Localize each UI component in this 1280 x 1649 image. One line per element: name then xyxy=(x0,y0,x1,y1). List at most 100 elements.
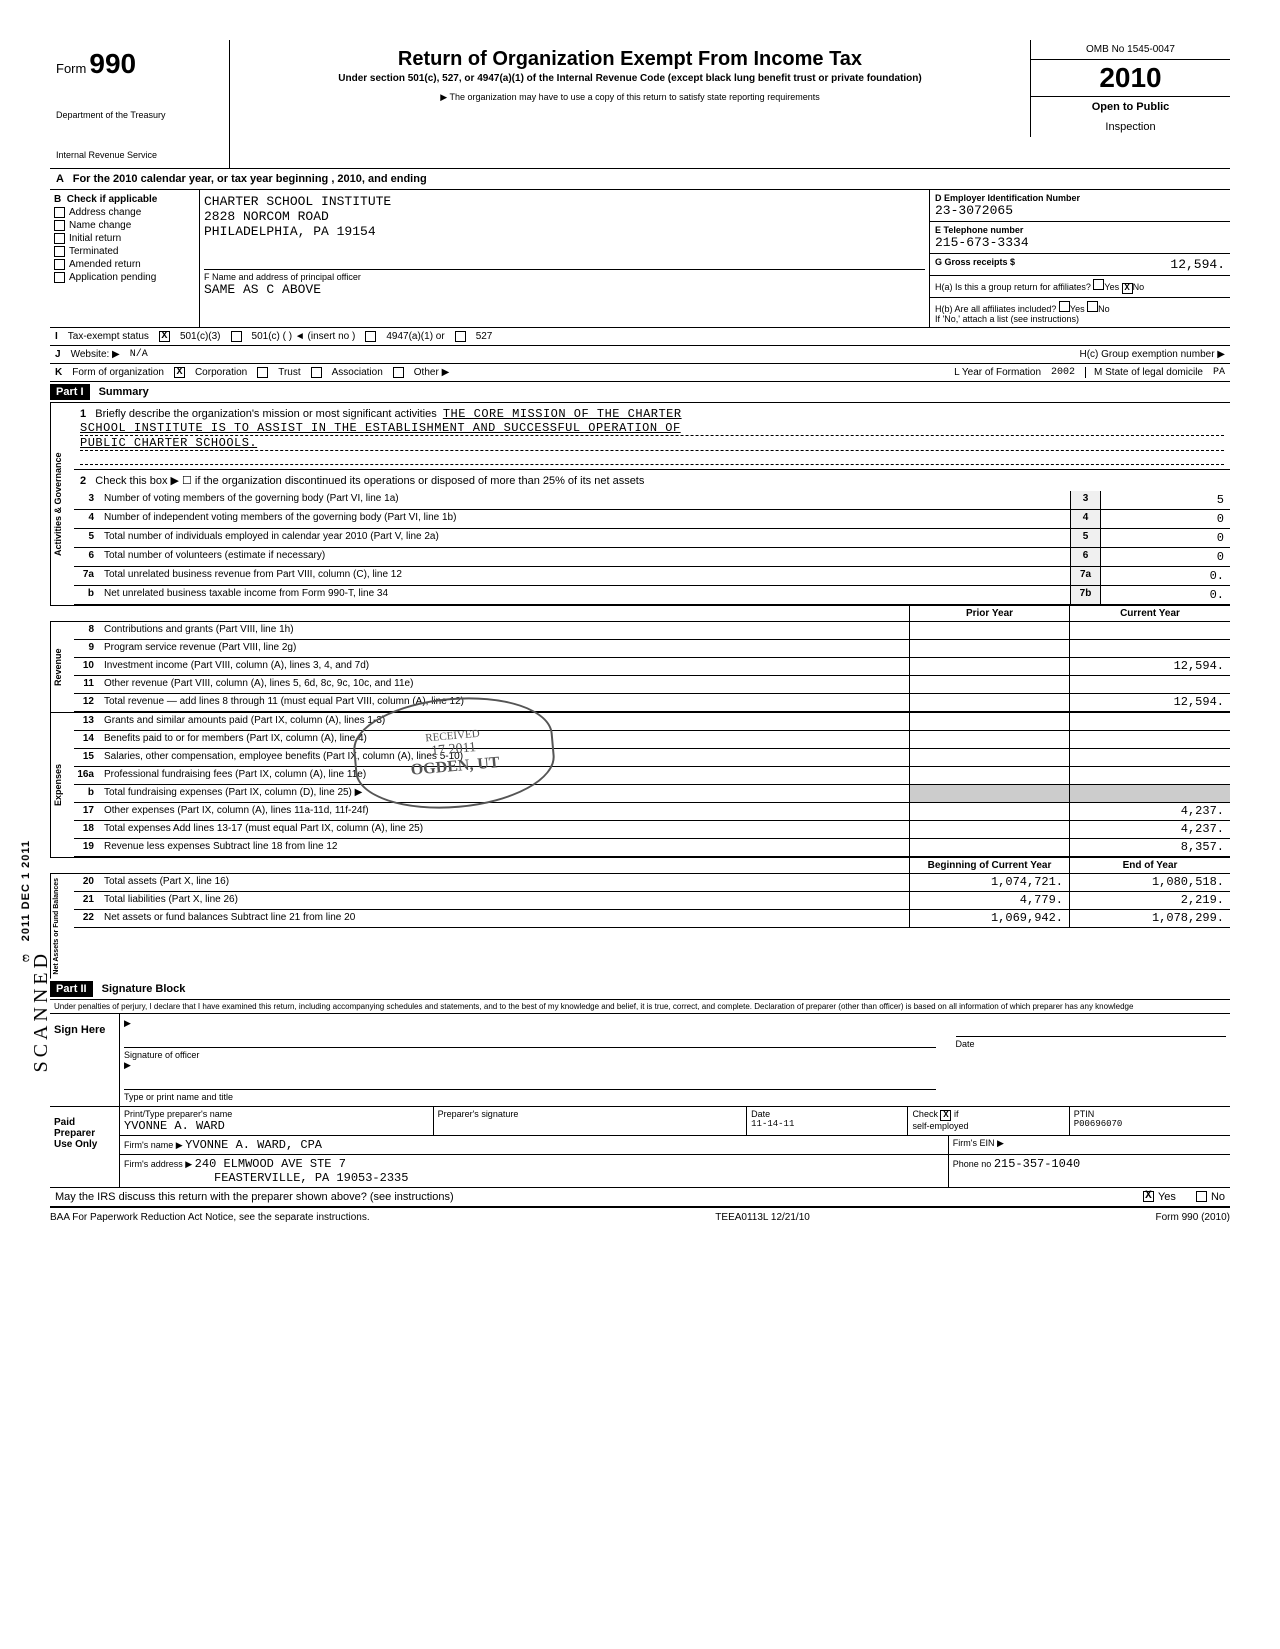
open-public-2: Inspection xyxy=(1031,117,1230,137)
part1-header: Part I Summary xyxy=(50,382,1230,403)
type-name-label: Type or print name and title xyxy=(124,1092,936,1102)
ha-label: H(a) Is this a group return for affiliat… xyxy=(935,282,1091,292)
date-label: Date xyxy=(956,1039,1227,1049)
lbl-terminated: Terminated xyxy=(69,246,118,257)
side-revenue: Revenue xyxy=(50,622,74,712)
prep-date: 11-14-11 xyxy=(751,1119,903,1129)
i-opt4: 527 xyxy=(476,331,493,342)
footer-form: Form 990 (2010) xyxy=(1156,1212,1230,1223)
k-other-lbl: Other ▶ xyxy=(414,367,449,378)
line2-text: Check this box ▶ ☐ if the organization d… xyxy=(95,475,644,487)
col-end: End of Year xyxy=(1070,858,1230,873)
prep-name-label: Print/Type preparer's name xyxy=(124,1109,429,1119)
i-opt2: 501(c) ( ) ◄ (insert no ) xyxy=(252,331,356,342)
col-begin: Beginning of Current Year xyxy=(910,858,1070,873)
form-header: Form 990 Department of the Treasury Inte… xyxy=(50,40,1230,169)
data-line: 14Benefits paid to or for members (Part … xyxy=(74,731,1230,749)
phone: 215-357-1040 xyxy=(994,1157,1080,1171)
chk-amended[interactable] xyxy=(54,259,65,270)
data-line: 19Revenue less expenses Subtract line 18… xyxy=(74,839,1230,857)
line-a: A For the 2010 calendar year, or tax yea… xyxy=(50,169,1230,190)
hb-no-lbl: No xyxy=(1098,304,1110,314)
hb-note: If 'No,' attach a list (see instructions… xyxy=(935,314,1225,324)
check-label: Check xyxy=(912,1109,938,1119)
section-c: CHARTER SCHOOL INSTITUTE 2828 NORCOM ROA… xyxy=(200,190,930,327)
discuss-yes[interactable]: X xyxy=(1143,1191,1154,1202)
self-employed-chk[interactable]: X xyxy=(940,1110,951,1121)
netassets-block: Net Assets or Fund Balances 20Total asse… xyxy=(50,874,1230,979)
col-prior: Prior Year xyxy=(910,606,1070,621)
chk-initial[interactable] xyxy=(54,233,65,244)
i-4947[interactable] xyxy=(365,331,376,342)
mission-1: THE CORE MISSION OF THE CHARTER xyxy=(443,407,682,421)
dec-stamp: ෆ 2011 DEC 1 2011 xyxy=(20,840,32,962)
m-label: M State of legal domicile xyxy=(1085,367,1203,378)
dec-date: DEC 1 2011 xyxy=(20,840,32,909)
chk-terminated[interactable] xyxy=(54,246,65,257)
k-assoc[interactable] xyxy=(311,367,322,378)
i-527[interactable] xyxy=(455,331,466,342)
line-i: I Tax-exempt status X 501(c)(3) 501(c) (… xyxy=(50,328,1230,346)
data-line: 12Total revenue — add lines 8 through 11… xyxy=(74,694,1230,712)
f-label: F Name and address of principal officer xyxy=(204,272,361,282)
irs-discuss-row: May the IRS discuss this return with the… xyxy=(50,1188,1230,1208)
footer: BAA For Paperwork Reduction Act Notice, … xyxy=(50,1208,1230,1223)
firm-name-label: Firm's name ▶ xyxy=(124,1140,183,1150)
g-label: G Gross receipts $ xyxy=(935,257,1015,272)
data-line: 17Other expenses (Part IX, column (A), l… xyxy=(74,803,1230,821)
k-corp[interactable]: X xyxy=(174,367,185,378)
begin-end-header: Beginning of Current Year End of Year xyxy=(50,857,1230,874)
l-label: L Year of Formation xyxy=(954,367,1041,378)
side-governance: Activities & Governance xyxy=(50,403,74,605)
gov-line: 6Total number of volunteers (estimate if… xyxy=(74,548,1230,567)
chk-name[interactable] xyxy=(54,220,65,231)
chk-pending[interactable] xyxy=(54,272,65,283)
form-note: ▶ The organization may have to use a cop… xyxy=(240,92,1020,103)
discuss-no[interactable] xyxy=(1196,1191,1207,1202)
org-name: CHARTER SCHOOL INSTITUTE xyxy=(204,194,925,209)
form-title: Return of Organization Exempt From Incom… xyxy=(240,48,1020,71)
line-j: J Website: ▶ N/A H(c) Group exemption nu… xyxy=(50,346,1230,364)
part1-badge: Part I xyxy=(50,384,90,400)
dept-irs: Internal Revenue Service xyxy=(56,150,223,160)
i-501c[interactable] xyxy=(231,331,242,342)
hb-no[interactable] xyxy=(1087,301,1098,312)
k-trust[interactable] xyxy=(257,367,268,378)
prior-current-header: Prior Year Current Year xyxy=(50,605,1230,622)
e-phone: 215-673-3334 xyxy=(935,235,1225,250)
chk-address[interactable] xyxy=(54,207,65,218)
mission-2: SCHOOL INSTITUTE IS TO ASSIST IN THE EST… xyxy=(80,421,1224,436)
org-addr2: PHILADELPHIA, PA 19154 xyxy=(204,224,925,239)
lbl-pending: Application pending xyxy=(69,272,156,283)
i-opt3: 4947(a)(1) or xyxy=(386,331,444,342)
part1-title: Summary xyxy=(93,386,149,398)
irs-discuss: May the IRS discuss this return with the… xyxy=(55,1191,1143,1203)
paid-label: Paid Preparer Use Only xyxy=(50,1107,120,1187)
gov-line: 3Number of voting members of the governi… xyxy=(74,491,1230,510)
ha-yes-lbl: Yes xyxy=(1104,282,1119,292)
k-other[interactable] xyxy=(393,367,404,378)
open-public-1: Open to Public xyxy=(1031,97,1230,117)
mission-3: PUBLIC CHARTER SCHOOLS. xyxy=(80,436,1224,451)
scanned-stamp: SCANNED xyxy=(30,950,53,1072)
ha-yes[interactable] xyxy=(1093,279,1104,290)
line-k: K Form of organization X Corporation Tru… xyxy=(50,364,1230,382)
data-line: 9Program service revenue (Part VIII, lin… xyxy=(74,640,1230,658)
j-val: N/A xyxy=(130,349,148,360)
i-label: Tax-exempt status xyxy=(68,331,149,342)
self-label: self-employed xyxy=(912,1121,1064,1131)
discuss-yes-lbl: Yes xyxy=(1154,1191,1196,1203)
i-501c3[interactable]: X xyxy=(159,331,170,342)
section-d: D Employer Identification Number 23-3072… xyxy=(930,190,1230,327)
firm-name: YVONNE A. WARD, CPA xyxy=(185,1138,322,1152)
lbl-initial: Initial return xyxy=(69,233,121,244)
d-ein: 23-3072065 xyxy=(935,203,1225,218)
section-b: B Check if applicable Address change Nam… xyxy=(50,190,200,327)
col-current: Current Year xyxy=(1070,606,1230,621)
hb-yes[interactable] xyxy=(1059,301,1070,312)
hb-label: H(b) Are all affiliates included? xyxy=(935,304,1056,314)
paid-preparer-row: Paid Preparer Use Only Print/Type prepar… xyxy=(50,1107,1230,1188)
ha-no[interactable]: X xyxy=(1122,283,1133,294)
form-word: Form xyxy=(56,61,86,76)
discuss-no-lbl: No xyxy=(1207,1191,1225,1203)
